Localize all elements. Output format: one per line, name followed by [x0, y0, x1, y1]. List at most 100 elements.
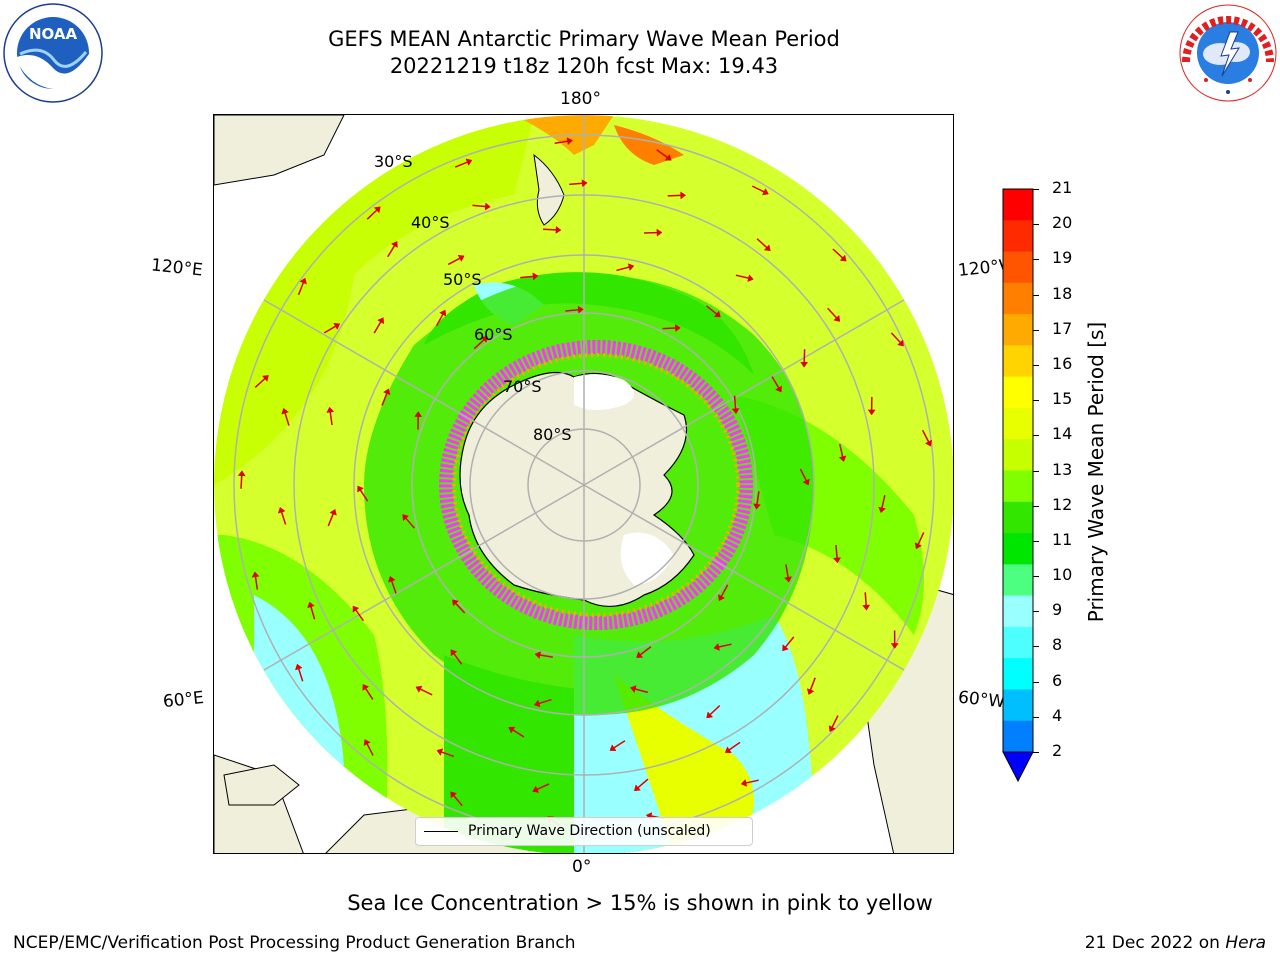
- colorbar-swatch: [1003, 626, 1033, 659]
- wave-direction-arrows: [237, 137, 932, 828]
- wave-arrow-head: [362, 683, 370, 691]
- colorbar-tick-label: 4: [1052, 705, 1063, 725]
- wave-arrow-head: [566, 137, 573, 146]
- colorbar-tick-mark: [1033, 294, 1039, 296]
- wave-arrow-shaft: [613, 740, 626, 749]
- wave-arrow-head: [878, 506, 886, 514]
- lat-label-40s: 40°S: [411, 213, 450, 232]
- colorbar-swatch: [1003, 720, 1033, 753]
- wave-arrow-shaft: [751, 185, 765, 193]
- wave-arrow-head: [383, 388, 391, 396]
- wave-arrow-shaft: [720, 584, 729, 597]
- wave-arrow-shaft: [640, 646, 652, 656]
- wave-arrow-head: [450, 649, 458, 657]
- wave-arrow-head: [724, 746, 732, 753]
- wave-arrow-head: [533, 699, 541, 708]
- colorbar-tick-mark: [1033, 752, 1039, 753]
- lat-label-30s: 30°S: [374, 152, 413, 171]
- colorbar-tick-label: 15: [1052, 389, 1073, 409]
- wave-arrow-shaft: [718, 643, 732, 648]
- wave-arrow-shaft: [827, 307, 838, 319]
- wave-arrow-head: [452, 599, 459, 607]
- colorbar-tick-mark: [1033, 540, 1039, 542]
- wave-arrow-head: [581, 179, 588, 188]
- wave-arrow-head: [294, 663, 303, 671]
- wave-arrow-shaft: [616, 266, 630, 272]
- wave-arrow-head: [664, 153, 672, 161]
- wave-arrow-head: [633, 784, 641, 792]
- wave-arrow-shaft: [662, 327, 676, 330]
- wave-arrow-head: [609, 744, 617, 752]
- wave-arrow-shaft: [387, 245, 396, 258]
- colorbar-tick-mark: [1033, 611, 1039, 613]
- ice-shelf-weddell: [574, 374, 634, 410]
- wave-arrow-shaft: [405, 517, 415, 529]
- lat-label-60s: 60°S: [474, 325, 513, 344]
- wave-arrow-shaft: [520, 275, 534, 279]
- colorbar-swatch: [1003, 689, 1033, 722]
- colorbar-swatch: [1003, 314, 1033, 346]
- wave-arrow-shaft: [771, 376, 780, 389]
- wave-arrow-head: [329, 508, 337, 516]
- wave-arrow-head: [680, 191, 687, 200]
- noaa-logo-text: NOAA: [29, 25, 78, 43]
- wave-arrow-shaft: [542, 228, 557, 231]
- colorbar-swatch: [1003, 595, 1033, 628]
- wave-arrow-shaft: [565, 308, 579, 312]
- wave-arrow-shaft: [917, 532, 925, 545]
- colorbar-swatches: [1002, 188, 1034, 783]
- colorbar-tick-label: 20: [1052, 213, 1073, 233]
- wave-arrow-shaft: [785, 636, 795, 648]
- wave-arrow-head: [251, 571, 260, 578]
- colorbar-swatch: [1003, 220, 1033, 253]
- colorbar-swatch: [1003, 345, 1033, 378]
- colorbar-tick-label: 6: [1052, 670, 1063, 690]
- wave-arrow-head: [800, 361, 809, 368]
- colorbar-swatch: [1003, 439, 1033, 471]
- credit-branch: NCEP/EMC/Verification Post Processing Pr…: [13, 933, 576, 953]
- wave-arrow-shaft: [539, 654, 553, 658]
- colorbar-tick-mark: [1033, 400, 1039, 402]
- wave-arrow-shaft: [297, 668, 304, 682]
- wave-arrow-shaft: [864, 592, 867, 606]
- noaa-logo: NOAA: [2, 2, 104, 104]
- wave-arrow-head: [802, 478, 810, 486]
- chart-subtitle: 20221219 t18z 120h fcst Max: 19.43: [389, 54, 779, 78]
- colorbar-swatch: [1003, 470, 1033, 503]
- wave-arrow-head: [833, 314, 841, 322]
- wave-arrow-shaft: [473, 339, 485, 350]
- wave-arrow-head: [326, 406, 335, 413]
- wave-arrow-head: [839, 254, 847, 262]
- colorbar-tick-mark: [1033, 505, 1039, 507]
- wave-arrow-shaft: [756, 491, 760, 505]
- wave-arrow-head: [532, 785, 540, 793]
- colorbar-tick-label: 11: [1052, 529, 1073, 549]
- wave-arrow-shaft: [536, 783, 550, 791]
- colorbar-swatch: [1003, 407, 1033, 440]
- wave-arrow-head: [713, 310, 721, 318]
- wave-arrow-shaft: [799, 468, 807, 481]
- credit-date-text: 21 Dec 2022 on: [1084, 933, 1226, 953]
- wave-arrow-shaft: [454, 161, 468, 168]
- wave-arrow-shaft: [284, 412, 290, 426]
- colorbar-tick-mark: [1033, 259, 1039, 261]
- wave-arrow-head: [718, 594, 726, 602]
- wave-arrow-head: [414, 411, 423, 417]
- colorbar-swatch: [1003, 658, 1033, 690]
- colorbar-tick-label: 10: [1052, 565, 1073, 585]
- lon-label-60w: 60°W: [957, 687, 1006, 713]
- wave-arrow-head: [775, 385, 782, 393]
- wave-arrow-shaft: [538, 698, 552, 705]
- colorbar-tick-mark: [1033, 329, 1039, 331]
- colorbar-swatch: [1003, 533, 1033, 565]
- colorbar-tick-label: 18: [1052, 283, 1073, 303]
- wave-arrow-shaft: [329, 412, 333, 426]
- wave-arrow-head: [636, 651, 644, 658]
- wave-arrow-shaft: [355, 609, 365, 622]
- colorbar-tick-mark: [1033, 576, 1039, 578]
- wave-arrow-shaft: [441, 751, 455, 758]
- wave-arrow-head: [924, 439, 932, 447]
- wave-arrow-head: [914, 542, 922, 550]
- map-legend: Primary Wave Direction (unscaled): [415, 817, 753, 846]
- wave-arrow-head: [706, 711, 714, 719]
